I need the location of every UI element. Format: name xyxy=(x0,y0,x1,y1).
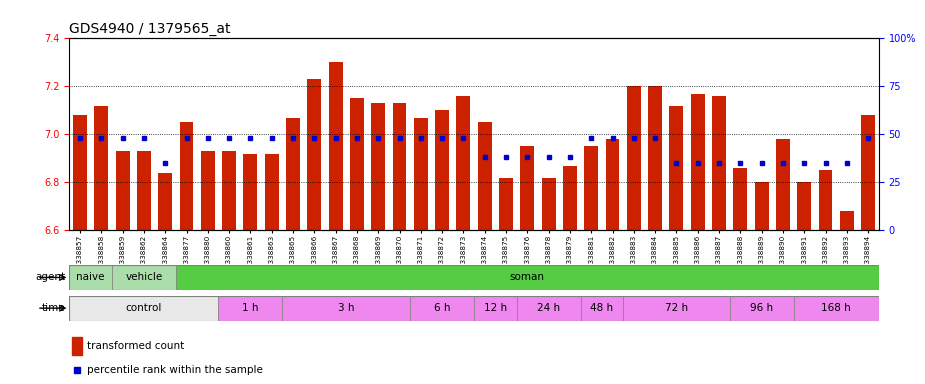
Bar xyxy=(435,111,449,230)
Bar xyxy=(606,139,620,230)
Text: 1 h: 1 h xyxy=(242,303,259,313)
Bar xyxy=(222,151,236,230)
Bar xyxy=(691,94,705,230)
Bar xyxy=(286,118,300,230)
Bar xyxy=(371,103,385,230)
Bar xyxy=(69,296,218,321)
Bar xyxy=(861,115,875,230)
Bar xyxy=(73,115,87,230)
Text: GDS4940 / 1379565_at: GDS4940 / 1379565_at xyxy=(69,22,231,36)
Text: control: control xyxy=(126,303,162,313)
Bar xyxy=(563,166,577,230)
Bar xyxy=(797,182,811,230)
Bar xyxy=(116,151,130,230)
Bar xyxy=(112,265,176,290)
Bar xyxy=(179,122,193,230)
Text: transformed count: transformed count xyxy=(87,341,184,351)
Bar xyxy=(840,211,854,230)
Bar xyxy=(755,182,769,230)
Bar xyxy=(819,170,832,230)
Bar xyxy=(794,296,879,321)
Text: 168 h: 168 h xyxy=(821,303,851,313)
Text: 48 h: 48 h xyxy=(590,303,613,313)
Bar xyxy=(201,151,215,230)
Bar xyxy=(328,63,342,230)
Bar xyxy=(623,296,730,321)
Text: soman: soman xyxy=(510,272,545,283)
Bar xyxy=(413,118,427,230)
Bar xyxy=(94,106,108,230)
Bar xyxy=(542,178,556,230)
Bar xyxy=(500,178,513,230)
Bar xyxy=(478,122,491,230)
Bar xyxy=(712,96,726,230)
Bar xyxy=(282,296,410,321)
Bar xyxy=(350,98,364,230)
Bar xyxy=(392,103,406,230)
Text: vehicle: vehicle xyxy=(125,272,163,283)
Bar xyxy=(69,265,112,290)
Bar xyxy=(137,151,151,230)
Bar xyxy=(69,265,879,290)
Bar xyxy=(69,296,879,321)
Text: 6 h: 6 h xyxy=(434,303,450,313)
Text: naive: naive xyxy=(77,272,105,283)
Bar xyxy=(517,296,581,321)
Text: 24 h: 24 h xyxy=(537,303,561,313)
Bar xyxy=(410,296,474,321)
Text: 12 h: 12 h xyxy=(484,303,507,313)
Bar xyxy=(585,146,598,230)
Text: percentile rank within the sample: percentile rank within the sample xyxy=(87,365,263,375)
Text: 3 h: 3 h xyxy=(338,303,354,313)
Text: 72 h: 72 h xyxy=(665,303,688,313)
Bar xyxy=(158,173,172,230)
Bar xyxy=(670,106,684,230)
Bar xyxy=(243,154,257,230)
Bar xyxy=(521,146,535,230)
Bar xyxy=(776,139,790,230)
Bar xyxy=(218,296,282,321)
Bar xyxy=(307,79,321,230)
Bar xyxy=(627,86,641,230)
Bar xyxy=(581,296,623,321)
Bar xyxy=(730,296,794,321)
Text: time: time xyxy=(42,303,66,313)
Text: agent: agent xyxy=(35,272,66,283)
Bar xyxy=(72,337,82,355)
Bar xyxy=(176,265,879,290)
Bar xyxy=(457,96,470,230)
Bar xyxy=(265,154,278,230)
Bar xyxy=(734,168,747,230)
Bar xyxy=(474,296,517,321)
Text: 96 h: 96 h xyxy=(750,303,773,313)
Bar xyxy=(648,86,662,230)
